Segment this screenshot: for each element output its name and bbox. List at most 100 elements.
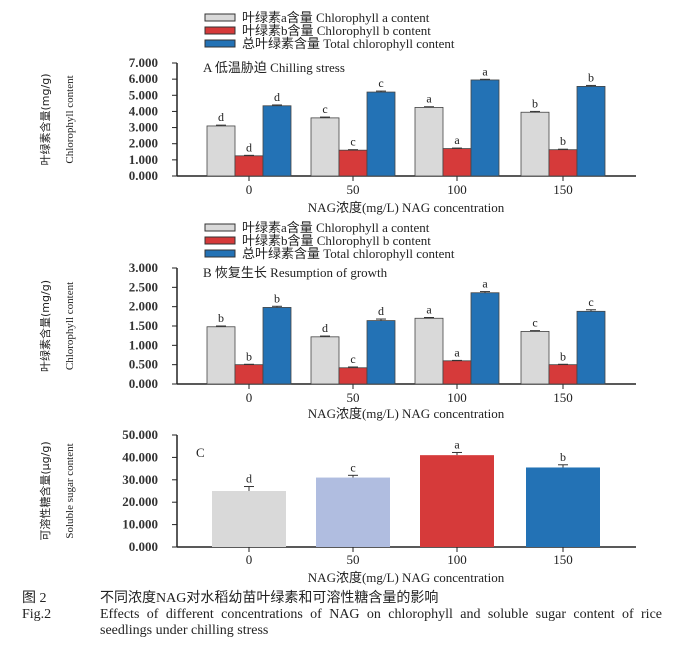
significance-letter: a	[454, 133, 460, 147]
y-axis-label-en: Soluble sugar content	[64, 443, 76, 538]
bar	[212, 491, 286, 547]
x-tick-label: 0	[246, 182, 253, 197]
bar	[414, 317, 444, 385]
legend-swatch	[204, 223, 236, 232]
y-tick-label: 2.000	[129, 299, 158, 314]
bar	[338, 149, 368, 177]
legend-label: 叶绿素a含量 Chlorophyll a content	[242, 10, 430, 25]
legend-swatch	[204, 249, 236, 258]
x-axis-label: NAG浓度(mg/L) NAG concentration	[308, 570, 505, 585]
bar	[262, 105, 292, 177]
y-tick-label: 1.000	[129, 152, 158, 167]
bar	[442, 360, 472, 385]
panel-title: A 低温胁迫 Chilling stress	[203, 60, 345, 75]
y-tick-label: 4.000	[129, 103, 158, 118]
y-axis-label-en: Chlorophyll content	[64, 75, 76, 163]
bar	[310, 117, 340, 177]
significance-letter: d	[246, 472, 252, 486]
panel-title: B 恢复生长 Resumption of growth	[203, 265, 388, 280]
significance-letter: c	[322, 102, 327, 116]
bar	[262, 307, 292, 385]
y-tick-label: 6.000	[129, 71, 158, 86]
bar	[366, 320, 396, 385]
significance-letter: b	[532, 96, 538, 110]
y-tick-label: 30.000	[122, 472, 158, 487]
legend-swatch	[204, 236, 236, 245]
y-tick-label: 1.500	[129, 318, 158, 333]
bar	[442, 148, 472, 177]
caption-en-text: Effects of different concentrations of N…	[100, 607, 662, 638]
bar	[548, 149, 578, 177]
y-tick-label: 0.000	[129, 168, 158, 183]
y-tick-label: 50.000	[122, 427, 158, 442]
significance-letter: a	[426, 92, 432, 106]
significance-letter: c	[532, 316, 537, 330]
bar	[206, 125, 236, 177]
y-axis-label-en: Chlorophyll content	[64, 282, 76, 370]
significance-letter: d	[274, 90, 280, 104]
significance-letter: a	[454, 345, 460, 359]
legend-label: 叶绿素b含量 Chlorophyll b content	[242, 233, 431, 248]
significance-letter: b	[560, 450, 566, 464]
y-tick-label: 3.000	[129, 260, 158, 275]
y-tick-label: 20.000	[122, 494, 158, 509]
caption-en-label: Fig.2	[22, 607, 52, 622]
bar	[576, 86, 606, 177]
bar	[526, 467, 600, 547]
significance-letter: c	[350, 135, 355, 149]
caption-cn-label: 图 2	[22, 591, 47, 606]
significance-letter: d	[378, 304, 384, 318]
x-tick-label: 0	[246, 552, 253, 567]
y-tick-label: 7.000	[129, 55, 158, 70]
bar	[316, 477, 390, 547]
x-tick-label: 50	[347, 182, 360, 197]
x-tick-label: 100	[447, 390, 467, 405]
significance-letter: a	[426, 302, 432, 316]
x-tick-label: 50	[347, 552, 360, 567]
bar	[470, 292, 500, 385]
y-axis-label-cn: 叶绿素含量(mg/g)	[38, 74, 52, 166]
caption-cn-text: 不同浓度NAG对水稻幼苗叶绿素和可溶性糖含量的影响	[100, 591, 439, 606]
x-tick-label: 0	[246, 390, 253, 405]
significance-letter: c	[588, 295, 593, 309]
bar	[234, 155, 264, 177]
x-tick-label: 150	[553, 390, 573, 405]
legend-swatch	[204, 39, 236, 48]
caption-en: Fig.2 Effects of different concentrations…	[22, 607, 662, 639]
bar	[548, 364, 578, 385]
significance-letter: b	[588, 70, 594, 84]
y-tick-label: 5.000	[129, 87, 158, 102]
caption-cn: 图 2 不同浓度NAG对水稻幼苗叶绿素和可溶性糖含量的影响	[22, 591, 438, 607]
significance-letter: d	[322, 321, 328, 335]
y-tick-label: 0.500	[129, 357, 158, 372]
significance-letter: b	[218, 311, 224, 325]
y-axis-label-cn: 叶绿素含量(mg/g)	[38, 280, 52, 372]
y-tick-label: 10.000	[122, 517, 158, 532]
y-tick-label: 2.500	[129, 279, 158, 294]
bar	[206, 326, 236, 385]
significance-letter: c	[350, 352, 355, 366]
x-tick-label: 100	[447, 552, 467, 567]
significance-letter: a	[454, 437, 460, 451]
legend-label: 叶绿素a含量 Chlorophyll a content	[242, 220, 430, 235]
x-axis-label: NAG浓度(mg/L) NAG concentration	[308, 406, 505, 421]
x-tick-label: 150	[553, 182, 573, 197]
bar	[414, 106, 444, 177]
legend-label: 总叶绿素含量 Total chlorophyll content	[242, 246, 455, 261]
legend-swatch	[204, 13, 236, 22]
significance-letter: b	[246, 349, 252, 363]
x-axis-label: NAG浓度(mg/L) NAG concentration	[308, 200, 505, 215]
x-tick-label: 150	[553, 552, 573, 567]
significance-letter: b	[560, 349, 566, 363]
significance-letter: a	[482, 277, 488, 291]
y-tick-label: 3.000	[129, 120, 158, 135]
significance-letter: b	[560, 134, 566, 148]
bar	[576, 310, 606, 385]
significance-letter: a	[482, 64, 488, 78]
bar	[520, 111, 550, 177]
significance-letter: b	[274, 291, 280, 305]
legend-label: 叶绿素b含量 Chlorophyll b content	[242, 23, 431, 38]
y-tick-label: 0.000	[129, 376, 158, 391]
y-tick-label: 1.000	[129, 337, 158, 352]
